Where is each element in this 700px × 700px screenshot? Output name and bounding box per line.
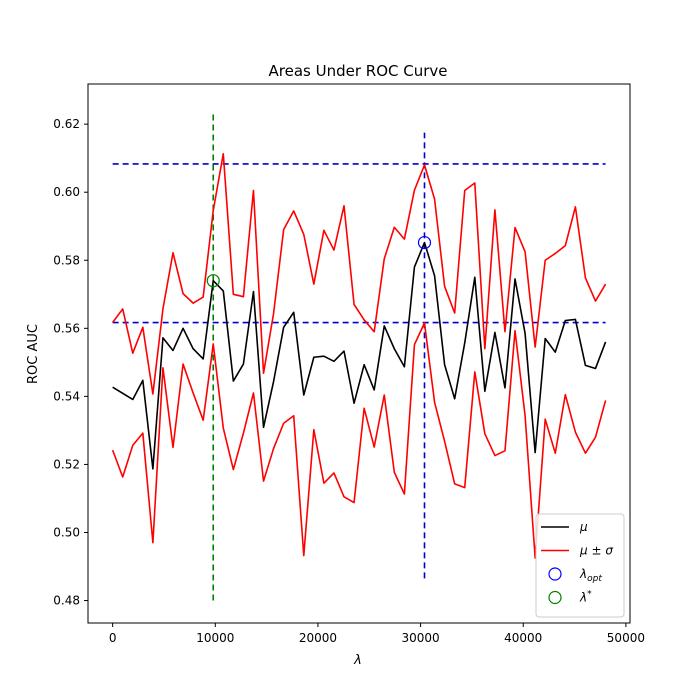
y-tick-label: 0.56 xyxy=(53,321,80,335)
x-tick-label: 30000 xyxy=(401,631,439,645)
y-tick-label: 0.58 xyxy=(53,253,80,267)
marker-lambda-opt xyxy=(417,235,432,250)
y-tick-label: 0.48 xyxy=(53,594,80,608)
marker-lambda-star xyxy=(206,274,220,288)
legend-label-subscript: opt xyxy=(587,574,602,584)
y-tick-label: 0.52 xyxy=(53,457,80,471)
legend-label: μ ± σ xyxy=(579,544,613,558)
y-tick-label: 0.62 xyxy=(53,117,80,131)
x-tick-label: 20000 xyxy=(299,631,337,645)
legend-box xyxy=(535,513,625,618)
legend-label: μ xyxy=(579,520,588,534)
x-tick-label: 0 xyxy=(109,631,117,645)
plot-frame xyxy=(87,83,631,624)
x-tick-label: 50000 xyxy=(607,631,645,645)
legend-swatch-circle xyxy=(548,590,562,605)
y-tick-label: 0.50 xyxy=(53,525,80,539)
y-axis: 0.48 0.50 0.52 0.54 0.56 0.58 0.60 0.62 xyxy=(53,117,88,608)
series-line-lower xyxy=(111,322,607,559)
x-axis: 0 10000 20000 30000 40000 50000 xyxy=(109,623,645,645)
x-tick-label: 10000 xyxy=(196,631,234,645)
x-axis-label: λ xyxy=(353,653,362,668)
y-tick-label: 0.54 xyxy=(53,389,80,403)
y-tick-label: 0.60 xyxy=(53,185,80,199)
x-tick-label: 40000 xyxy=(504,631,542,645)
series-line-mean xyxy=(112,241,607,470)
series-line-upper xyxy=(111,152,607,395)
legend-swatch-circle xyxy=(548,567,562,581)
chart-title: Areas Under ROC Curve xyxy=(269,62,448,80)
y-axis-label: ROC AUC xyxy=(26,324,41,384)
plot-area xyxy=(111,110,607,601)
legend-label-superscript: * xyxy=(587,590,592,600)
